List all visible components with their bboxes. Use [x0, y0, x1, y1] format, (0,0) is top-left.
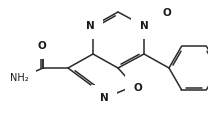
Text: N: N — [140, 21, 148, 31]
Text: N: N — [100, 93, 108, 103]
Text: O: O — [134, 83, 142, 93]
Text: NH₂: NH₂ — [10, 73, 28, 83]
Text: O: O — [38, 41, 46, 51]
Text: O: O — [163, 8, 171, 18]
Text: N: N — [86, 21, 94, 31]
